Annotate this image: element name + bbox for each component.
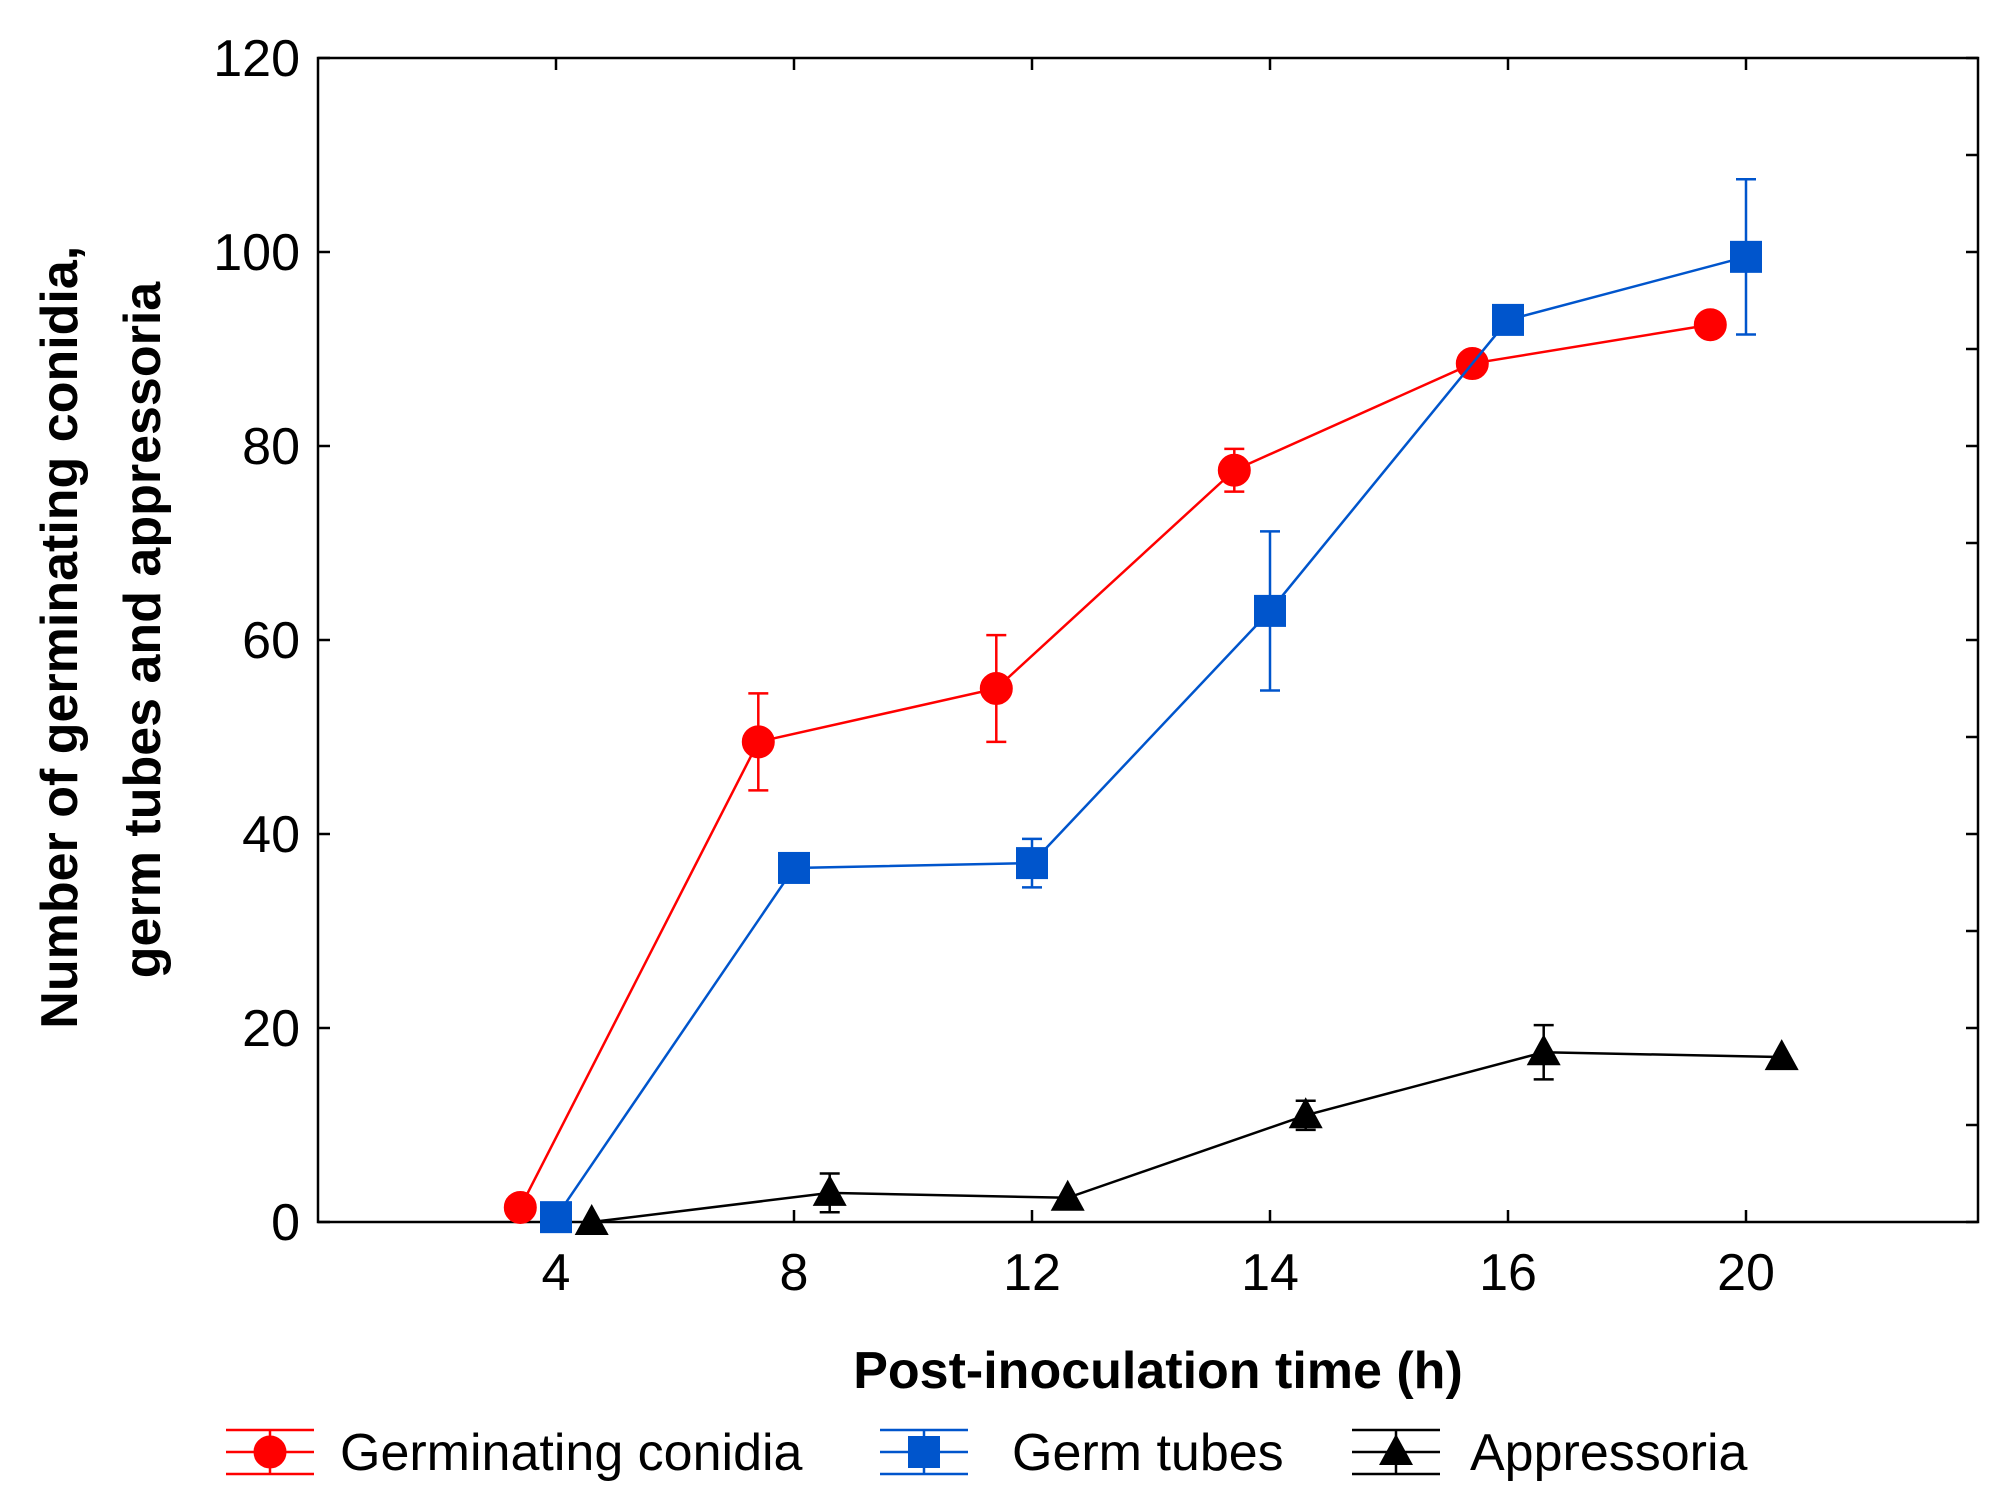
data-point — [540, 1201, 572, 1234]
y-tick-label: 0 — [271, 1194, 300, 1252]
x-tick-label: 16 — [1479, 1244, 1537, 1302]
series-line — [519, 323, 1711, 1209]
data-point — [1764, 1039, 1799, 1071]
legend-marker — [1379, 1434, 1413, 1465]
x-tick-label: 20 — [1717, 1244, 1775, 1302]
x-tick-label: 12 — [1003, 1244, 1061, 1302]
legend: Germinating conidia Germ tubes Appressoria — [226, 1424, 1748, 1482]
legend-marker — [908, 1436, 940, 1468]
x-axis-title: Post-inoculation time (h) — [853, 1342, 1463, 1400]
data-point — [1526, 1034, 1561, 1066]
data-point — [1050, 1179, 1085, 1211]
x-tick-label: 14 — [1241, 1244, 1299, 1302]
data-point — [1730, 240, 1762, 273]
x-tick-label: 4 — [542, 1244, 571, 1302]
series-appressoria — [574, 1023, 1799, 1235]
y-tick-label: 40 — [242, 806, 300, 864]
y-tick-label: 100 — [213, 224, 300, 282]
data-point — [1254, 594, 1286, 627]
series-germ-tubes — [540, 178, 1762, 1234]
data-point — [1217, 453, 1251, 487]
axes: 0 20 40 60 80 100 120 4 8 12 14 16 20 — [213, 30, 1980, 1302]
y-tick-label: 120 — [213, 30, 300, 88]
series-line — [554, 255, 1747, 1218]
data-point — [979, 672, 1013, 705]
series-layer — [503, 178, 1799, 1235]
data-point — [778, 851, 810, 884]
legend-label: Appressoria — [1470, 1424, 1748, 1482]
y-tick-label: 20 — [242, 1000, 300, 1058]
legend-item: Appressoria — [1352, 1424, 1748, 1482]
y-tick-label: 60 — [242, 612, 300, 670]
data-point — [574, 1204, 609, 1235]
legend-label: Germinating conidia — [340, 1424, 803, 1482]
y-axis-title: Number of germinating conidia, germ tube… — [31, 231, 172, 1028]
y-axis-title-line-1: Number of germinating conidia, — [31, 246, 89, 1029]
series-line — [591, 1050, 1782, 1224]
y-tick-label: 80 — [242, 418, 300, 476]
legend-label: Germ tubes — [1012, 1424, 1284, 1482]
legend-marker — [253, 1435, 287, 1469]
data-point — [503, 1190, 537, 1224]
data-point — [1016, 847, 1048, 880]
data-point — [1492, 303, 1524, 336]
legend-item: Germ tubes — [880, 1424, 1284, 1482]
data-point — [1693, 308, 1727, 342]
data-point — [1288, 1097, 1323, 1129]
legend-item: Germinating conidia — [226, 1424, 803, 1482]
data-point — [812, 1174, 847, 1206]
data-point — [741, 725, 775, 759]
series-germinating-conidia — [503, 308, 1727, 1224]
x-tick-label: 8 — [780, 1244, 809, 1302]
plot-frame — [316, 56, 1980, 1224]
y-axis-title-line-2: germ tubes and appressoria — [114, 281, 172, 979]
